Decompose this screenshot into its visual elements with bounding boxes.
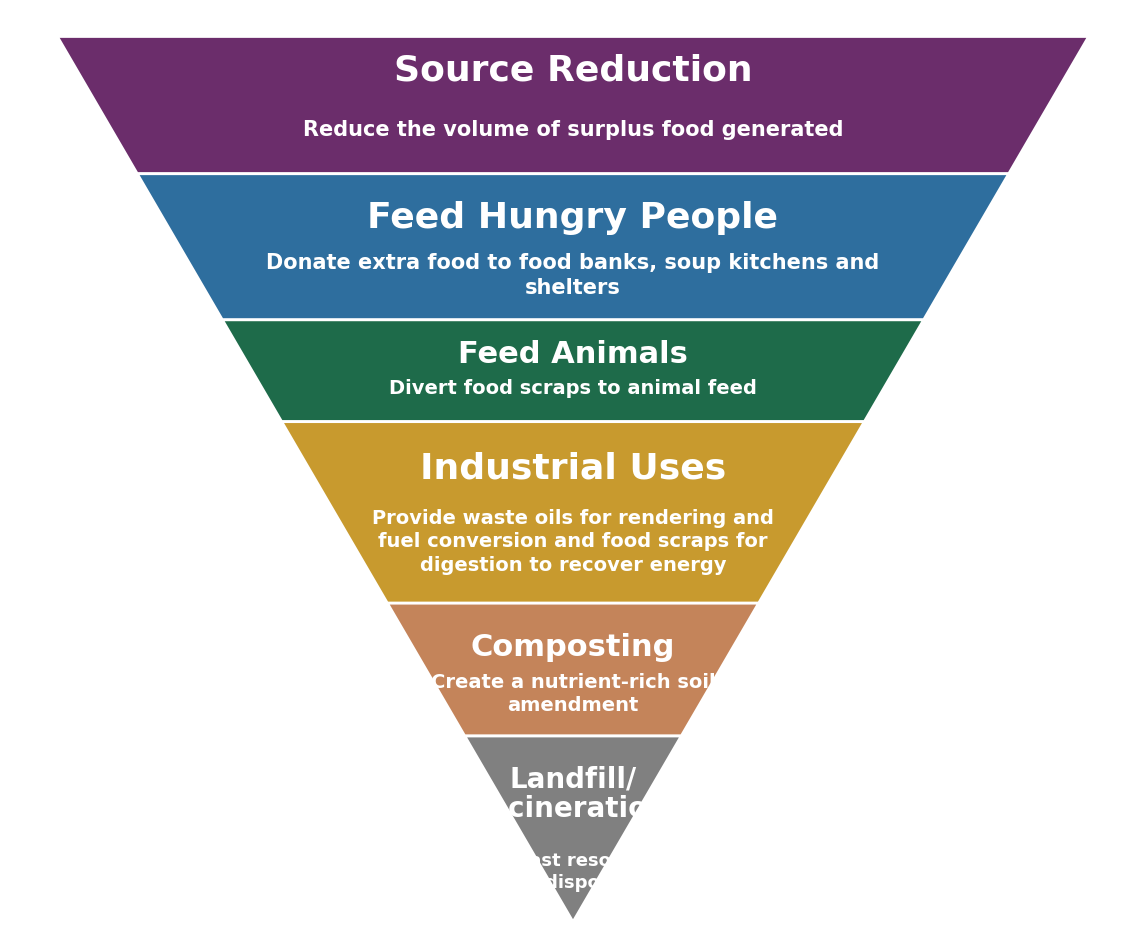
Text: Create a nutrient-rich soil
amendment: Create a nutrient-rich soil amendment bbox=[431, 672, 715, 714]
Text: Industrial Uses: Industrial Uses bbox=[419, 451, 727, 485]
Polygon shape bbox=[387, 604, 759, 737]
Polygon shape bbox=[57, 37, 1089, 174]
Text: Feed Animals: Feed Animals bbox=[458, 340, 688, 369]
Polygon shape bbox=[464, 737, 681, 922]
Text: Last resort
to disposal: Last resort to disposal bbox=[518, 851, 628, 891]
Text: Feed Hungry People: Feed Hungry People bbox=[368, 200, 778, 235]
Text: Reduce the volume of surplus food generated: Reduce the volume of surplus food genera… bbox=[303, 120, 843, 139]
Polygon shape bbox=[222, 320, 924, 422]
Text: Provide waste oils for rendering and
fuel conversion and food scraps for
digesti: Provide waste oils for rendering and fue… bbox=[372, 508, 774, 574]
Text: Composting: Composting bbox=[471, 632, 675, 661]
Polygon shape bbox=[282, 422, 864, 604]
Polygon shape bbox=[138, 174, 1008, 320]
Text: Divert food scraps to animal feed: Divert food scraps to animal feed bbox=[388, 379, 758, 398]
Text: Donate extra food to food banks, soup kitchens and
shelters: Donate extra food to food banks, soup ki… bbox=[266, 254, 880, 298]
Text: Landfill/
Incineration: Landfill/ Incineration bbox=[479, 765, 667, 823]
Text: Source Reduction: Source Reduction bbox=[394, 53, 752, 87]
